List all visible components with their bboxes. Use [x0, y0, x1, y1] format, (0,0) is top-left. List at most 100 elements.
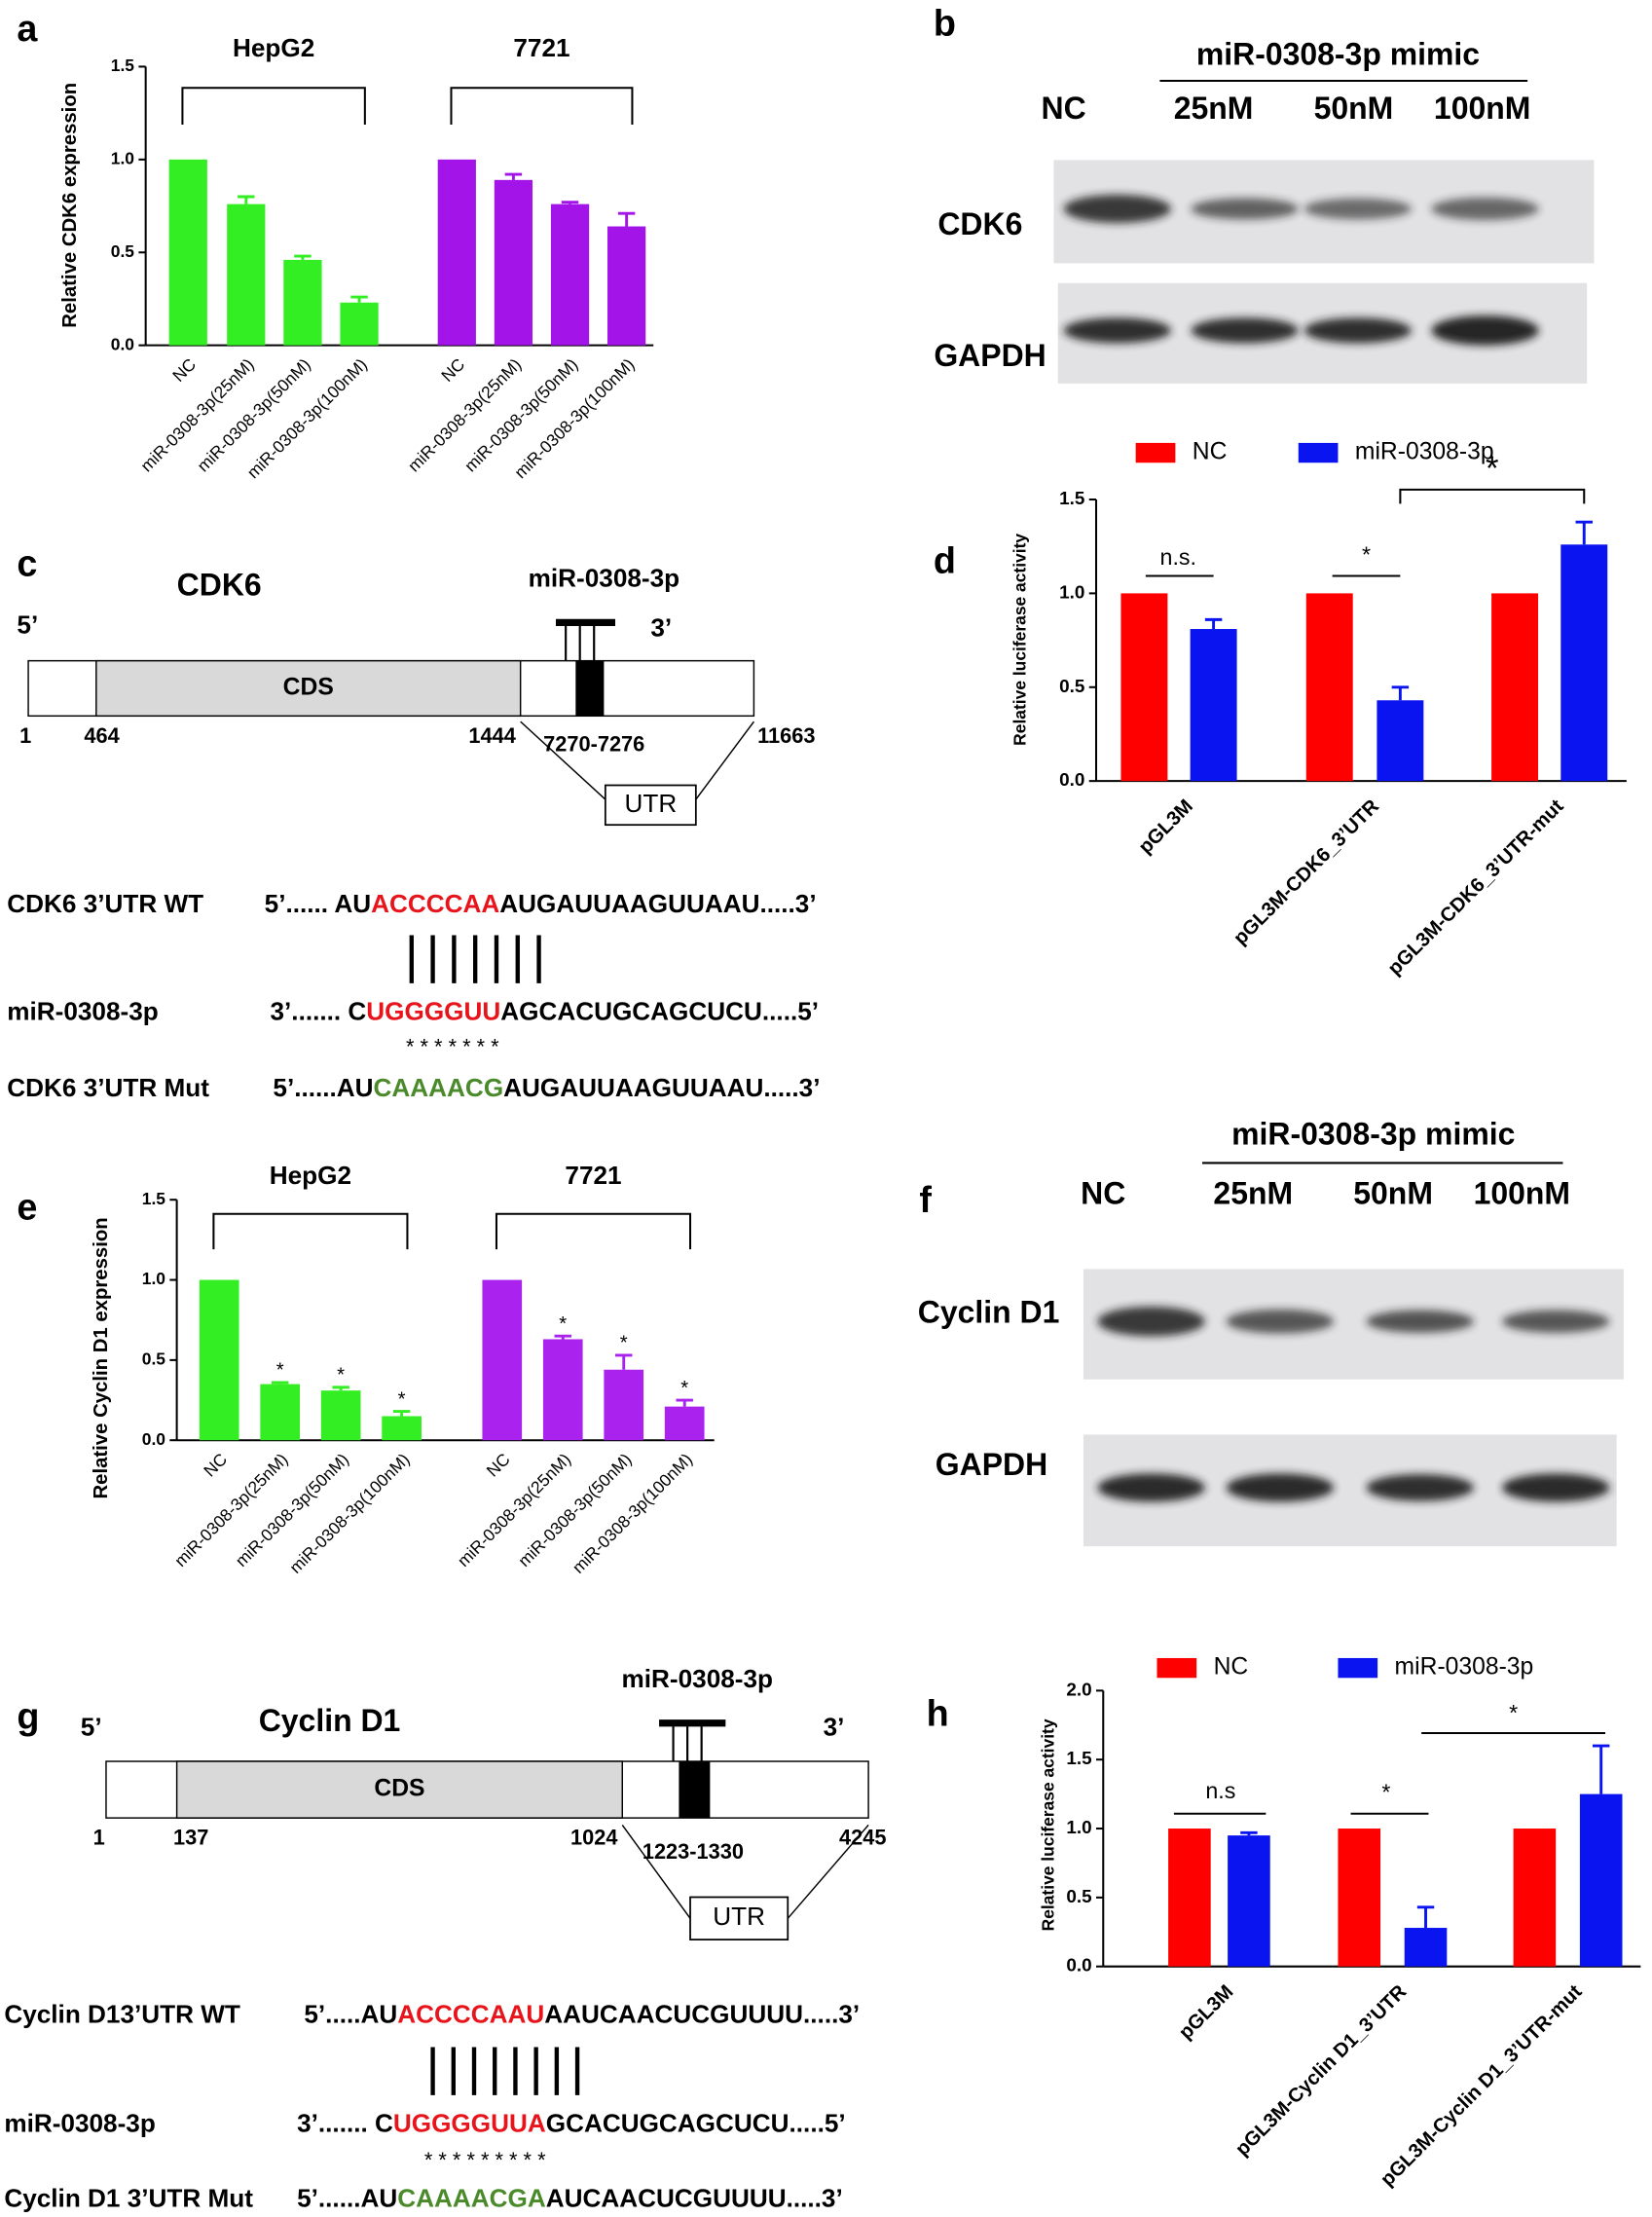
y-tick-label: 1.5 — [1066, 1749, 1091, 1769]
significance: * — [337, 1365, 345, 1386]
error-bar — [350, 295, 368, 303]
x-tick-label: NC — [483, 1450, 514, 1481]
panel-label: h — [927, 1694, 949, 1735]
cds-label: CDS — [283, 675, 334, 701]
blot-row-label: Cyclin D1 — [918, 1294, 1060, 1329]
y-tick-label: 0.0 — [111, 334, 134, 353]
sequence: 5’.....AUACCCCAAUAAUCAACUCGUUUU.....3’ — [304, 1999, 860, 2028]
position-label: 1444 — [468, 723, 515, 748]
y-tick-label: 0.5 — [111, 241, 135, 261]
blot-header: miR-0308-3p mimic — [1196, 37, 1480, 72]
error-bar — [615, 1353, 633, 1370]
y-tick-label: 1.0 — [142, 1269, 165, 1288]
x-tick-label: pGL3M — [1135, 795, 1197, 858]
lane-label: 50nM — [1314, 91, 1394, 126]
error-bar — [554, 1334, 571, 1340]
sequence-label: Cyclin D1 3’UTR Mut — [4, 2183, 253, 2212]
band — [1303, 317, 1413, 344]
legend-swatch — [1338, 1657, 1378, 1679]
legend-label: miR-0308-3p — [1395, 1654, 1534, 1681]
bar — [227, 203, 266, 346]
y-tick-label: 1.0 — [1059, 582, 1084, 603]
blot-row-label: GAPDH — [934, 338, 1046, 373]
panel-label: f — [919, 1180, 932, 1221]
group-label: HepG2 — [233, 33, 314, 62]
cds-label: CDS — [374, 1776, 424, 1802]
five-prime: 5’ — [81, 1713, 102, 1742]
bar — [1168, 1829, 1211, 1967]
position-label: 1024 — [570, 1826, 617, 1850]
position-label: 4245 — [839, 1826, 886, 1850]
y-tick-label: 0.0 — [142, 1429, 165, 1449]
bar — [199, 1279, 239, 1441]
y-axis-title: Relative luciferase activity — [1010, 534, 1030, 746]
legend-swatch — [1135, 442, 1176, 463]
band — [1226, 1473, 1335, 1502]
bar — [320, 1390, 361, 1441]
bar — [1377, 700, 1424, 782]
sequence-part: ACCCCAA — [371, 889, 499, 918]
sequence-part: 5’...... AU — [265, 889, 371, 918]
band — [1303, 198, 1413, 220]
error-bar — [1240, 1830, 1258, 1836]
sequence-part: UGGGGUUA — [393, 2108, 546, 2137]
bar — [283, 259, 322, 346]
bar — [1404, 1928, 1448, 1967]
sequence-part: CAAAACGA — [397, 2183, 546, 2212]
three-prime: 3’ — [824, 1713, 845, 1742]
y-tick-label: 0.5 — [142, 1349, 166, 1368]
significance: * — [559, 1313, 567, 1335]
lane-label: 25nM — [1213, 1175, 1293, 1210]
bar — [382, 1416, 422, 1441]
legend-label: miR-0308-3p — [1355, 439, 1494, 465]
sequence-part: AUGAUUAAGUUAAU.....3’ — [503, 1073, 820, 1102]
position-label: 1223-1330 — [642, 1839, 744, 1864]
mirna-name: miR-0308-3p — [622, 1664, 773, 1693]
legend-swatch — [1156, 1657, 1197, 1679]
annotation: * — [1509, 1700, 1518, 1725]
y-tick-label: 0.0 — [1066, 1956, 1091, 1977]
zoom-line — [695, 721, 754, 800]
group-bracket — [450, 87, 634, 126]
gene-name: Cyclin D1 — [259, 1703, 401, 1738]
x-tick-label: miR-0308-3p(25nM) — [454, 1450, 574, 1570]
band — [1501, 1473, 1610, 1502]
error-bar — [1204, 617, 1223, 630]
bar — [1120, 593, 1168, 782]
band — [1063, 317, 1172, 344]
x-tick-label: pGL3M — [1175, 1981, 1237, 2044]
y-tick-label: 0.5 — [1066, 1887, 1091, 1907]
legend-swatch — [1298, 442, 1339, 463]
annotation: n.s. — [1160, 544, 1196, 570]
group-label: HepG2 — [270, 1161, 351, 1190]
sequence-part: 3’....... C — [297, 2108, 393, 2137]
error-bar — [676, 1398, 693, 1407]
sequence-label: miR-0308-3p — [4, 2108, 155, 2137]
y-tick-label: 1.5 — [111, 55, 135, 75]
position-label: 11663 — [757, 723, 815, 748]
error-bar — [392, 1410, 411, 1417]
bar — [1491, 593, 1539, 782]
annotation: n.s — [1205, 1778, 1235, 1803]
bar — [437, 159, 476, 346]
bar — [494, 179, 533, 346]
x-tick-label: miR-0308-3p(100nM) — [569, 1450, 696, 1577]
bar — [664, 1406, 705, 1441]
error-bar — [504, 172, 523, 180]
blot-row-label: CDK6 — [937, 206, 1022, 241]
bar — [604, 1369, 644, 1441]
band — [1431, 315, 1539, 346]
band — [1431, 197, 1539, 221]
annotation: * — [1381, 1780, 1390, 1805]
y-axis-title: Relative Cyclin D1 expression — [91, 1217, 112, 1498]
y-tick-label: 1.5 — [1059, 489, 1084, 509]
band — [1063, 194, 1172, 223]
bar — [1305, 593, 1353, 782]
error-bar — [617, 211, 636, 227]
x-tick-label: pGL3M-CDK6_3’UTR — [1230, 795, 1383, 949]
blot-row-label: GAPDH — [936, 1447, 1047, 1482]
x-tick-label: miR-0308-3p(50nM) — [514, 1450, 635, 1570]
sequence: 5’...... AUACCCCAAAUGAUUAAGUUAAU.....3’ — [265, 889, 817, 918]
utr-label: UTR — [713, 1902, 765, 1931]
error-bar — [1416, 1905, 1435, 1929]
